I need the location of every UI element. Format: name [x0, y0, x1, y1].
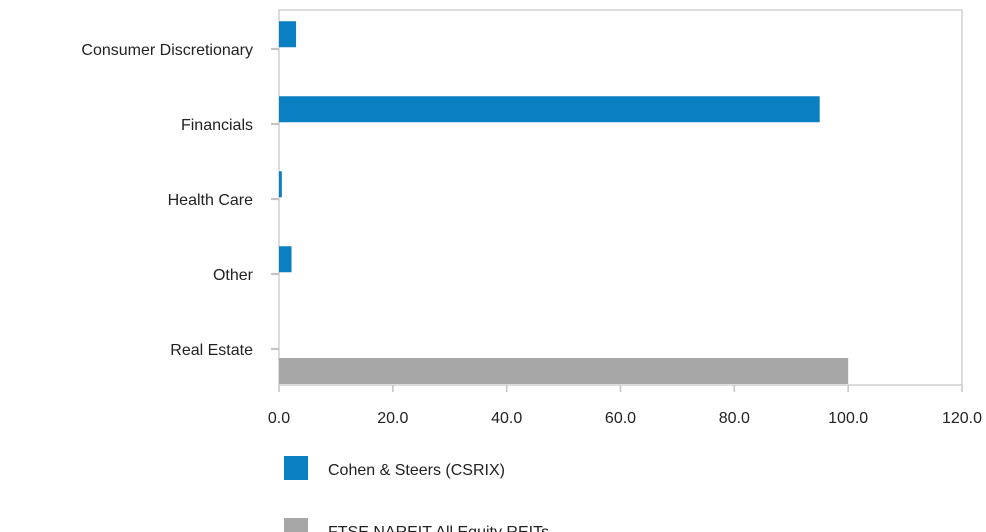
category-label: Real Estate [170, 342, 253, 359]
category-label: Consumer Discretionary [81, 42, 253, 59]
category-label: Other [213, 267, 254, 284]
x-tick-label: 40.0 [491, 410, 522, 427]
axes: 0.0 20.0 40.0 60.0 80.0 100.0 120.0 Consumer Di… [81, 42, 982, 427]
bar [279, 21, 297, 48]
x-tick-label: 100.0 [828, 410, 868, 427]
legend-swatch [284, 456, 308, 480]
x-tick-label: 60.0 [605, 410, 636, 427]
legend-label: Cohen & Steers (CSRIX) [328, 462, 505, 479]
x-tick-label: 80.0 [719, 410, 750, 427]
bars [279, 21, 849, 384]
plot-frame [278, 9, 963, 386]
x-tick-label: 0.0 [268, 410, 290, 427]
legend: Cohen & Steers (CSRIX) FTSE NAREIT All Eq… [284, 456, 549, 532]
bar [279, 358, 849, 384]
bar [279, 96, 820, 123]
legend-swatch [284, 518, 308, 532]
bar [279, 171, 282, 198]
bar [279, 246, 292, 273]
x-tick-label: 120.0 [942, 410, 982, 427]
category-label: Health Care [168, 192, 253, 209]
x-tick-label: 20.0 [377, 410, 408, 427]
category-label: Financials [181, 117, 253, 134]
plot-area [278, 9, 963, 386]
legend-label: FTSE NAREIT All Equity REITs [328, 524, 549, 532]
